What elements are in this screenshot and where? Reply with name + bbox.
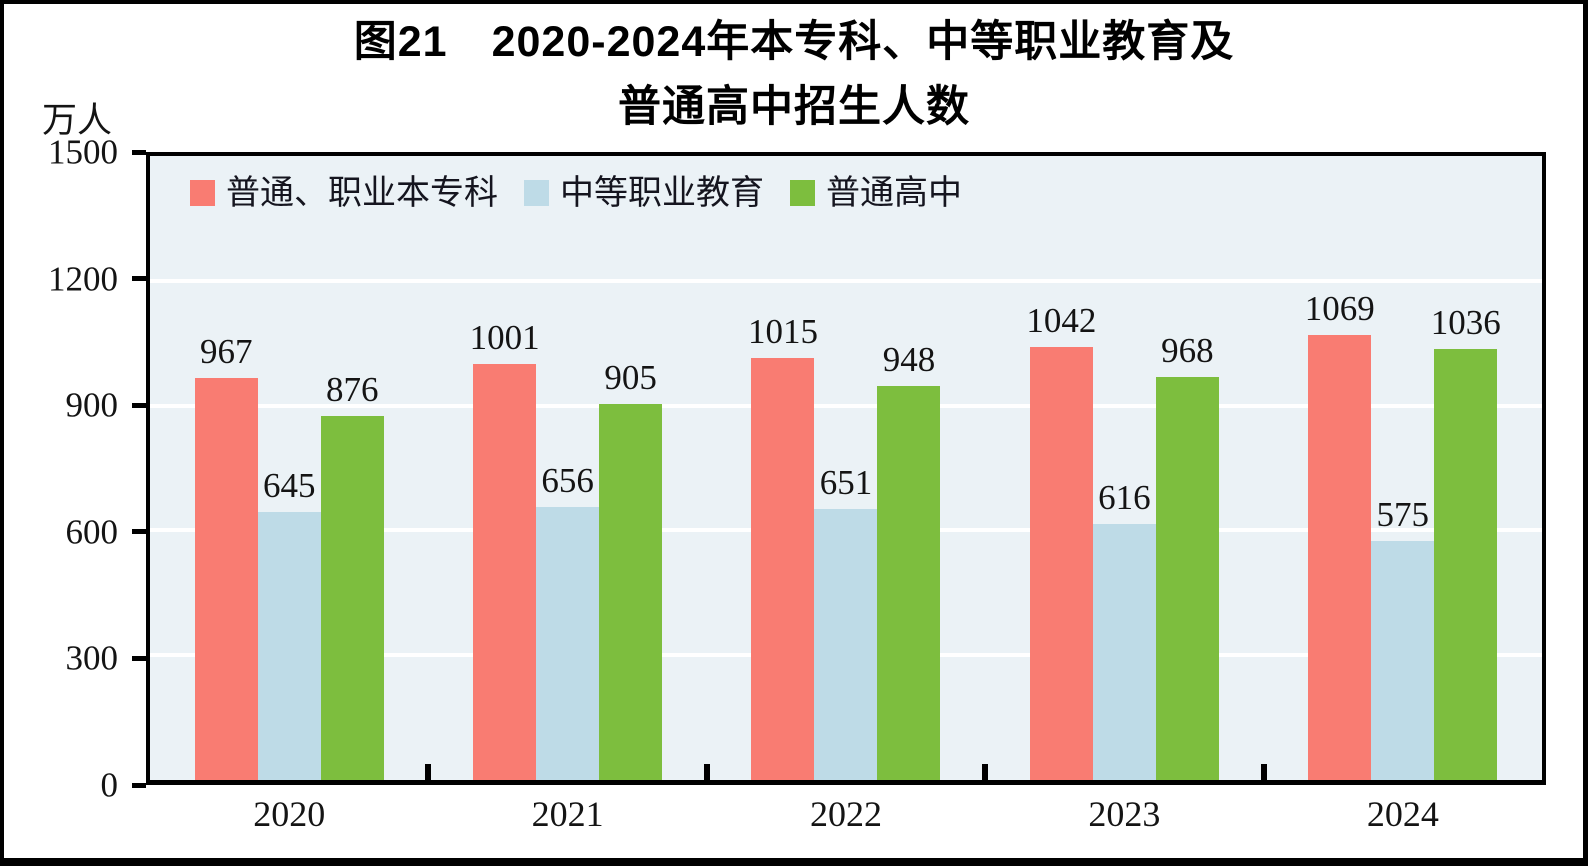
bar-group-2021: 1001 656 905 — [428, 156, 706, 780]
bar-value-label: 651 — [819, 463, 873, 503]
x-tick-mark-4 — [1260, 764, 1267, 780]
bar-value-label: 656 — [541, 461, 594, 501]
chart-title-line1: 图21 2020-2024年本专科、中等职业教育及 — [353, 18, 1235, 66]
bar-group-2022: 1015 651 948 — [707, 156, 985, 780]
y-tick-label-1200: 1200 — [48, 259, 118, 299]
x-axis-label-2021: 2021 — [531, 794, 604, 834]
bar-2023-中等职业教育: 616 — [1092, 480, 1156, 780]
bar-value-label: 616 — [1098, 477, 1151, 517]
legend-item-普通高中: 普通高中 — [790, 176, 962, 210]
bar-2024-普通高中: 1036 — [1431, 305, 1501, 780]
bar-group-2024: 1069 575 1036 — [1264, 156, 1542, 780]
legend-item-普通、职业本专科: 普通、职业本专科 — [190, 176, 498, 210]
bar-2022-普通高中: 948 — [877, 342, 941, 780]
bar-2023-普通、职业本专科: 1042 — [1026, 303, 1096, 780]
y-tick-label-300: 300 — [65, 638, 119, 678]
bar-value-label: 876 — [325, 369, 379, 409]
y-tick-mark-900 — [132, 402, 146, 408]
y-tick-mark-600 — [132, 529, 146, 535]
legend-swatch — [790, 180, 815, 206]
bar-2022-中等职业教育: 651 — [814, 465, 878, 780]
gridline-900 — [150, 403, 1542, 408]
y-tick-label-0: 0 — [100, 765, 119, 805]
bar-2021-普通、职业本专科: 1001 — [470, 320, 540, 780]
bar-value-label: 645 — [262, 465, 316, 505]
y-axis-tick-labels: 0 300 600 900 1200 1500 — [0, 135, 119, 803]
x-tick-mark-1 — [425, 764, 432, 780]
bar-2021-中等职业教育: 656 — [536, 463, 600, 780]
bar-value-label: 1042 — [1026, 300, 1097, 340]
x-axis-label-2022: 2022 — [810, 794, 883, 834]
legend-label: 普通、职业本专科 — [226, 174, 498, 212]
gridline-1200 — [150, 278, 1542, 283]
bar-value-label: 948 — [882, 339, 936, 379]
bar-value-label: 968 — [1161, 331, 1214, 371]
bar-2020-普通高中: 876 — [320, 372, 384, 780]
y-tick-label-600: 600 — [65, 512, 119, 552]
bar-2021-普通高中: 905 — [599, 360, 663, 780]
y-tick-mark-300 — [132, 655, 146, 661]
y-tick-mark-0 — [132, 782, 146, 788]
bar-value-label: 967 — [199, 331, 253, 371]
bar-2022-普通、职业本专科: 1015 — [748, 314, 818, 780]
bar-value-label: 905 — [604, 357, 657, 397]
bar-2023-普通高中: 968 — [1155, 333, 1219, 780]
bar-value-label: 1069 — [1304, 289, 1375, 329]
legend: 普通、职业本专科 中等职业教育 普通高中 — [190, 176, 962, 210]
bar-2024-普通、职业本专科: 1069 — [1305, 291, 1375, 780]
y-tick-mark-1500 — [132, 149, 146, 155]
y-tick-label-1500: 1500 — [48, 132, 118, 172]
bar-2024-中等职业教育: 575 — [1371, 497, 1435, 780]
y-tick-mark-1200 — [132, 276, 146, 282]
x-tick-mark-3 — [982, 764, 989, 780]
y-tick-label-900: 900 — [65, 385, 119, 425]
x-axis-label-2020: 2020 — [253, 794, 326, 834]
legend-label: 中等职业教育 — [560, 174, 764, 212]
legend-swatch — [524, 180, 549, 206]
bar-value-label: 575 — [1376, 494, 1430, 534]
x-tick-mark-2 — [703, 764, 710, 780]
legend-label: 普通高中 — [826, 174, 962, 212]
chart-title: 图21 2020-2024年本专科、中等职业教育及 普通高中招生人数 — [0, 10, 1588, 139]
bar-group-2020: 967 645 876 — [150, 156, 428, 780]
legend-swatch — [190, 180, 215, 206]
bar-value-label: 1015 — [747, 311, 818, 351]
legend-item-中等职业教育: 中等职业教育 — [524, 176, 764, 210]
x-axis-tick-labels: 2020 2021 2022 2023 2024 — [150, 793, 1542, 835]
bar-2020-中等职业教育: 645 — [257, 468, 321, 780]
plot-area: 普通、职业本专科 中等职业教育 普通高中 967 645 876 1001 656 905 10… — [146, 152, 1546, 785]
x-axis-label-2024: 2024 — [1366, 794, 1439, 834]
y-axis-unit-label: 万人 — [42, 101, 113, 140]
x-axis-label-2023: 2023 — [1088, 794, 1161, 834]
bar-2020-普通、职业本专科: 967 — [194, 334, 258, 780]
bar-value-label: 1001 — [469, 317, 540, 357]
bar-value-label: 1036 — [1430, 303, 1501, 343]
bar-group-2023: 1042 616 968 — [985, 156, 1263, 780]
chart-title-line2: 普通高中招生人数 — [618, 82, 970, 131]
